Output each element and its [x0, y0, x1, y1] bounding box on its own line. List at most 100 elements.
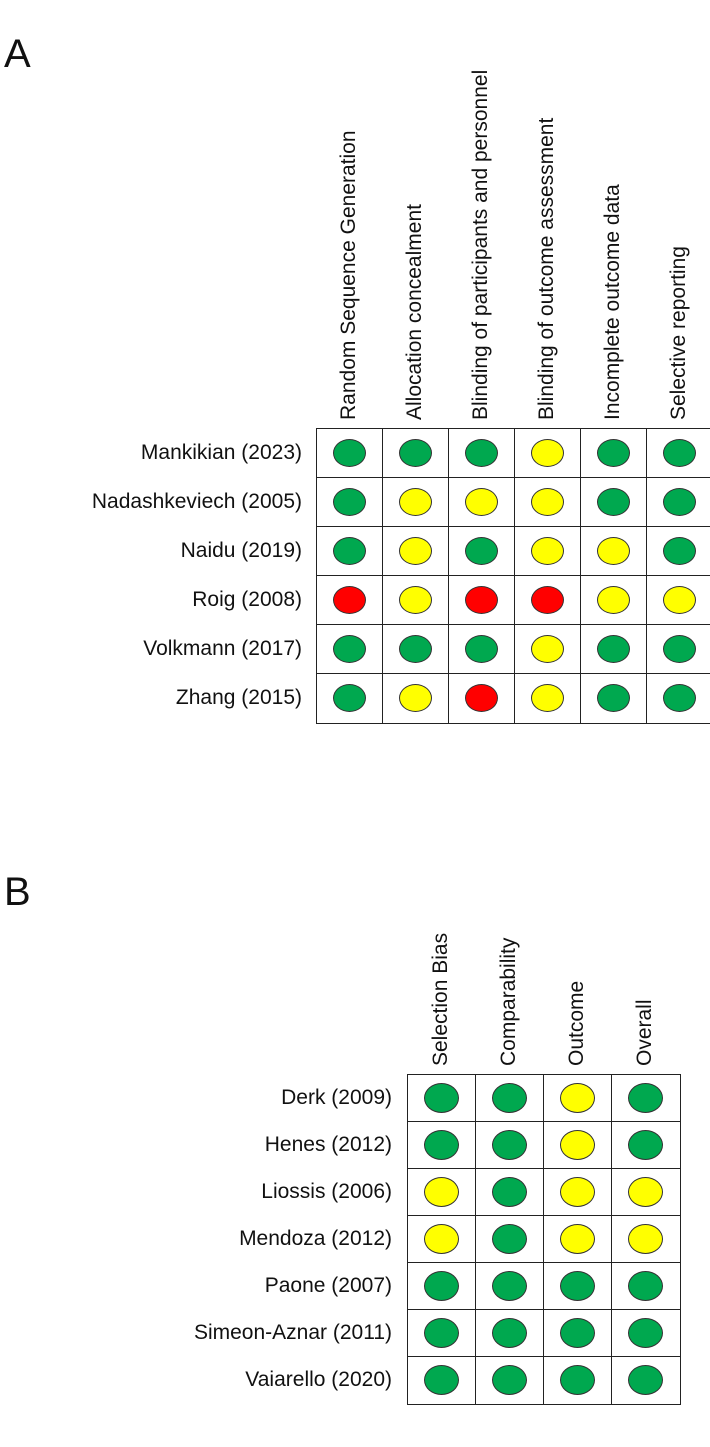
- b-rating-cell: [611, 1356, 681, 1405]
- a-study-label: Naidu (2019): [180, 538, 302, 562]
- risk-low-dot: [492, 1177, 528, 1208]
- risk-some-dot: [560, 1130, 596, 1161]
- risk-low-dot: [628, 1271, 664, 1302]
- risk-some-dot: [399, 684, 433, 713]
- a-rating-cell: [580, 526, 648, 577]
- b-rating-cell: [543, 1356, 613, 1405]
- risk-low-dot: [560, 1271, 596, 1302]
- risk-low-dot: [333, 635, 367, 664]
- risk-low-dot: [597, 439, 631, 468]
- b-study-label: Paone (2007): [264, 1273, 392, 1297]
- risk-low-dot: [424, 1130, 460, 1161]
- a-rating-cell: [316, 575, 384, 626]
- risk-low-dot: [560, 1365, 596, 1396]
- risk-some-dot: [531, 488, 565, 517]
- b-rating-cell: [407, 1262, 477, 1311]
- risk-low-dot: [628, 1365, 664, 1396]
- risk-low-dot: [597, 488, 631, 517]
- a-rating-cell: [448, 526, 516, 577]
- risk-some-dot: [597, 537, 631, 566]
- a-rating-cell: [514, 624, 582, 675]
- b-rating-cell: [407, 1309, 477, 1358]
- risk-low-dot: [492, 1224, 528, 1255]
- a-rating-cell: [514, 673, 582, 724]
- risk-low-dot: [333, 537, 367, 566]
- b-column-header: Selection Bias: [429, 932, 452, 1066]
- risk-some-dot: [531, 537, 565, 566]
- risk-low-dot: [560, 1318, 596, 1349]
- risk-low-dot: [492, 1318, 528, 1349]
- risk-low-dot: [465, 439, 499, 468]
- a-rating-cell: [448, 477, 516, 528]
- a-study-label: Roig (2008): [192, 587, 302, 611]
- risk-high-dot: [531, 586, 565, 615]
- a-rating-cell: [316, 624, 384, 675]
- b-column-header: Comparability: [497, 937, 520, 1066]
- a-rating-cell: [382, 575, 450, 626]
- risk-some-dot: [560, 1083, 596, 1114]
- risk-low-dot: [628, 1083, 664, 1114]
- b-rating-cell: [611, 1262, 681, 1311]
- b-study-label: Mendoza (2012): [239, 1226, 392, 1250]
- a-rating-cell: [382, 477, 450, 528]
- a-rating-cell: [646, 477, 710, 528]
- risk-some-dot: [531, 635, 565, 664]
- b-rating-cell: [543, 1121, 613, 1170]
- b-rating-cell: [475, 1356, 545, 1405]
- risk-low-dot: [492, 1083, 528, 1114]
- a-column-header-wrap: Selective reporting: [667, 246, 710, 420]
- a-study-label: Mankikian (2023): [140, 440, 302, 464]
- risk-low-dot: [424, 1083, 460, 1114]
- risk-low-dot: [424, 1318, 460, 1349]
- risk-low-dot: [663, 537, 697, 566]
- a-rating-cell: [646, 428, 710, 479]
- b-study-label: Derk (2009): [281, 1085, 392, 1109]
- b-rating-cell: [543, 1168, 613, 1217]
- b-rating-cell: [475, 1215, 545, 1264]
- a-study-label: Volkmann (2017): [143, 636, 302, 660]
- b-rating-cell: [543, 1309, 613, 1358]
- a-rating-cell: [316, 673, 384, 724]
- risk-low-dot: [663, 439, 697, 468]
- a-rating-cell: [382, 428, 450, 479]
- b-column-header: Outcome: [565, 980, 588, 1066]
- b-rating-cell: [543, 1262, 613, 1311]
- b-study-label: Simeon-Aznar (2011): [193, 1320, 392, 1344]
- risk-low-dot: [628, 1130, 664, 1161]
- a-study-label: Zhang (2015): [175, 685, 302, 709]
- b-column-header-wrap: Overall: [633, 999, 710, 1066]
- b-rating-cell: [611, 1168, 681, 1217]
- risk-some-dot: [424, 1224, 460, 1255]
- risk-low-dot: [663, 488, 697, 517]
- a-rating-cell: [580, 575, 648, 626]
- risk-low-dot: [492, 1365, 528, 1396]
- a-rating-cell: [382, 673, 450, 724]
- risk-low-dot: [628, 1318, 664, 1349]
- b-rating-cell: [475, 1309, 545, 1358]
- b-rating-cell: [407, 1074, 477, 1123]
- risk-some-dot: [560, 1224, 596, 1255]
- risk-low-dot: [333, 488, 367, 517]
- b-study-label: Vaiarello (2020): [245, 1367, 392, 1391]
- risk-some-dot: [628, 1177, 664, 1208]
- b-rating-cell: [543, 1215, 613, 1264]
- risk-high-dot: [465, 586, 499, 615]
- panel-b-letter: B: [4, 870, 31, 914]
- a-rating-cell: [316, 477, 384, 528]
- risk-some-dot: [424, 1177, 460, 1208]
- a-study-label: Nadashkeviech (2005): [91, 489, 302, 513]
- a-rating-cell: [448, 624, 516, 675]
- b-rating-cell: [475, 1168, 545, 1217]
- a-rating-cell: [382, 624, 450, 675]
- b-rating-cell: [611, 1215, 681, 1264]
- a-column-header: Random Sequence Generation: [337, 130, 360, 420]
- risk-high-dot: [465, 684, 499, 713]
- risk-low-dot: [663, 684, 697, 713]
- a-rating-cell: [514, 526, 582, 577]
- risk-high-dot: [333, 586, 367, 615]
- b-column-header: Overall: [633, 999, 656, 1066]
- risk-low-dot: [424, 1271, 460, 1302]
- risk-some-dot: [399, 488, 433, 517]
- a-rating-cell: [580, 477, 648, 528]
- b-rating-cell: [475, 1074, 545, 1123]
